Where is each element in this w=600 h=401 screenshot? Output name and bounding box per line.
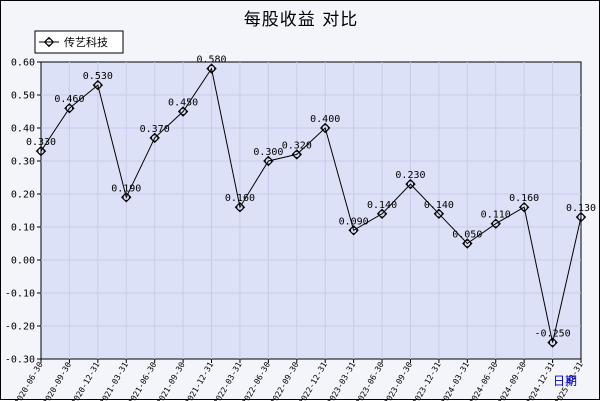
x-tick-label: 2024-06-30 <box>468 360 500 401</box>
chart-title: 每股收益 对比 <box>243 10 359 30</box>
data-point <box>435 210 443 218</box>
y-tick-label: 0.10 <box>11 223 35 234</box>
data-label: 0.580 <box>196 55 226 66</box>
data-label: 0.230 <box>395 170 425 181</box>
data-label: -0.250 <box>535 329 571 340</box>
data-point <box>65 104 74 112</box>
x-tick-label: 2023-12-31 <box>411 360 443 401</box>
data-label: 0.320 <box>282 140 312 151</box>
data-label: 0.160 <box>225 193 255 204</box>
x-tick-label: 2022-03-31 <box>212 360 244 401</box>
data-point <box>236 203 244 211</box>
x-tick-label: 2020-09-30 <box>41 360 73 401</box>
data-label: 0.160 <box>509 193 539 204</box>
data-label: 0.190 <box>111 183 141 194</box>
legend-circle-icon <box>45 38 53 46</box>
y-tick-label: 0.40 <box>11 124 35 135</box>
data-point <box>520 203 528 211</box>
data-label: 0.110 <box>481 210 511 221</box>
x-tick-label: 2022-12-31 <box>297 360 329 401</box>
x-tick-label: 2023-09-30 <box>382 360 414 401</box>
data-label: 0.140 <box>424 200 454 211</box>
data-label: 0.050 <box>452 230 482 241</box>
y-tick-label: 0.00 <box>11 256 35 267</box>
data-point <box>207 64 216 73</box>
x-tick-label: 2023-06-30 <box>354 360 386 401</box>
series-line <box>40 67 582 343</box>
x-tick-label: 2024-12-31 <box>524 360 556 401</box>
data-point <box>122 193 130 202</box>
data-point <box>463 239 472 248</box>
data-label: 0.300 <box>253 147 283 158</box>
data-point <box>321 124 329 132</box>
data-point <box>577 213 585 221</box>
data-point <box>548 338 557 347</box>
x-tick-label: 2022-09-30 <box>269 360 301 401</box>
data-label: 0.090 <box>339 216 369 227</box>
y-tick-label: 0.60 <box>11 58 35 69</box>
y-tick-label: -0.10 <box>5 289 35 300</box>
data-label: 0.140 <box>367 200 397 211</box>
y-tick-label: -0.20 <box>5 322 35 333</box>
y-tick-label: 0.30 <box>11 157 35 168</box>
y-tick-label: 0.20 <box>11 190 35 201</box>
data-label: 0.130 <box>566 203 596 214</box>
data-point <box>406 180 415 188</box>
y-tick-label: 0.50 <box>11 91 35 102</box>
data-point <box>492 220 500 228</box>
x-tick-label: 2023-03-31 <box>325 360 357 401</box>
data-label: 0.330 <box>26 137 56 148</box>
legend-label: 传艺科技 <box>64 35 108 49</box>
y-tick-label: -0.30 <box>5 355 35 366</box>
x-tick-label: 2021-03-31 <box>98 360 130 401</box>
data-label: 0.450 <box>168 98 198 109</box>
data-point <box>179 107 187 116</box>
legend-box <box>34 30 124 54</box>
x-tick-label: 2021-09-30 <box>155 360 187 401</box>
data-label: 0.460 <box>54 94 84 105</box>
x-axis-label: 日期 <box>553 374 577 388</box>
data-label: 0.400 <box>310 114 340 125</box>
x-tick-label: 2020-12-31 <box>70 360 102 401</box>
x-tick-label: 2024-03-31 <box>439 360 471 401</box>
data-point <box>349 226 358 235</box>
x-tick-label: 2022-06-30 <box>240 360 272 401</box>
x-tick-label: 2020-06-30 <box>13 360 45 401</box>
data-point <box>264 157 273 165</box>
plot-area <box>40 61 582 360</box>
x-tick-label: 2021-12-31 <box>183 360 215 401</box>
data-point <box>150 134 159 142</box>
data-point <box>94 81 102 89</box>
data-point <box>37 147 45 155</box>
x-tick-label: 2021-06-30 <box>127 360 159 401</box>
data-point <box>293 150 301 159</box>
data-point <box>378 210 386 218</box>
x-tick-label: 2024-09-30 <box>496 360 528 401</box>
data-label: 0.530 <box>83 71 113 82</box>
data-label: 0.370 <box>140 124 170 135</box>
